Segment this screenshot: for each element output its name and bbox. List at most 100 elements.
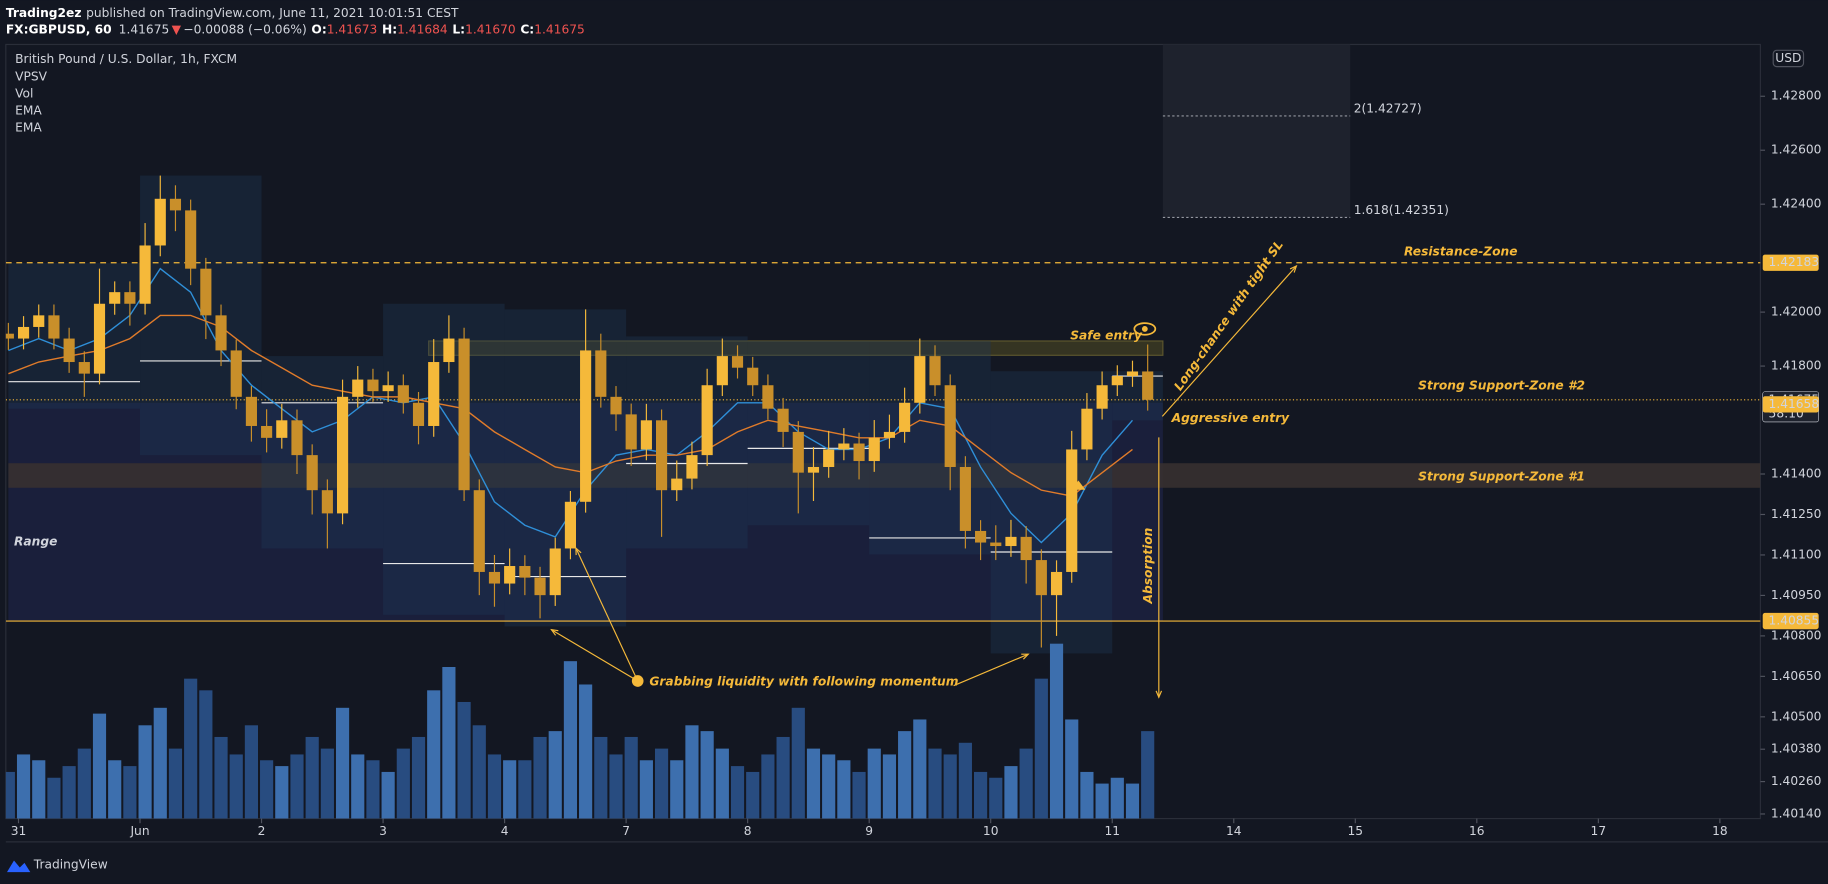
- volume-bar: [260, 760, 274, 819]
- candle-body: [321, 490, 333, 514]
- y-tick-label: 1.42400: [1771, 197, 1822, 211]
- change: −0.00088 (−0.06%): [183, 22, 306, 36]
- candle-body: [1050, 571, 1063, 596]
- price-label-box: [1762, 254, 1819, 271]
- candle-body: [306, 455, 318, 491]
- candle-body: [549, 548, 561, 596]
- zone: [8, 463, 1761, 488]
- y-tick-label: 1.40140: [1771, 806, 1822, 820]
- annotation: Resistance-Zone: [1404, 244, 1518, 258]
- candle-body: [564, 501, 576, 549]
- volume-bar: [5, 771, 15, 819]
- vpsv-session: [504, 309, 627, 627]
- volume-bar: [16, 754, 31, 819]
- volume-bar: [1049, 643, 1064, 819]
- volume-bar: [791, 707, 805, 819]
- candle-body: [352, 379, 364, 397]
- annotation: Grabbing liquidity with following moment…: [649, 675, 958, 689]
- volume-bar: [1125, 783, 1140, 819]
- eye-icon: [1133, 322, 1157, 336]
- ohlc-value: 1.41684: [397, 22, 448, 36]
- volume-bar: [989, 777, 1003, 819]
- ohlc-key: O:: [311, 22, 326, 36]
- volume-bar: [229, 754, 243, 819]
- candle-body: [458, 338, 470, 491]
- x-tick-label: 2: [258, 824, 266, 838]
- candle-body: [276, 420, 288, 438]
- arrow-head: [550, 628, 559, 636]
- volume-bar: [533, 736, 547, 819]
- volume-bar: [670, 760, 684, 819]
- volume-bar: [579, 684, 593, 819]
- arrow-head: [1155, 690, 1163, 699]
- volume-bar: [594, 736, 608, 819]
- volume-bar: [822, 754, 836, 819]
- zone-label: Strong Support-Zone #1: [1418, 469, 1585, 483]
- candle-body: [504, 566, 516, 584]
- candle-body: [838, 443, 850, 450]
- candle-body: [595, 350, 607, 397]
- volume-bar: [867, 748, 881, 819]
- candle-body: [93, 303, 106, 374]
- volume-bar: [351, 754, 365, 819]
- y-tick-label: 1.41250: [1771, 507, 1822, 521]
- arrow-head: [1021, 653, 1030, 660]
- overlay: 2(1.42727) 1.618(1.42351) Range Strong Supp…: [11, 49, 1822, 838]
- volume-bar: [1004, 766, 1018, 819]
- arrow-head: [575, 546, 582, 556]
- volume-bar: [32, 760, 46, 819]
- annotation: Aggressive entry: [1171, 411, 1290, 425]
- candle-body: [63, 338, 75, 363]
- candle-body: [139, 245, 151, 304]
- symbol: FX:GBPUSD, 60: [6, 22, 112, 36]
- y-tick-label: 1.40260: [1771, 774, 1822, 788]
- candle-body: [1035, 560, 1047, 596]
- annotation-arrow: [1161, 265, 1297, 417]
- volume-bar: [472, 725, 486, 819]
- volume-bar: [639, 760, 653, 819]
- volume-bar: [487, 754, 502, 819]
- x-tick-label: 15: [1348, 824, 1364, 838]
- volume-bar: [199, 690, 213, 819]
- candle-body: [1142, 371, 1154, 400]
- candle-body: [883, 431, 896, 438]
- volume-bar: [1065, 719, 1079, 819]
- ohlc-key: L:: [452, 22, 465, 36]
- candle-body: [367, 379, 379, 392]
- y-tick-label: 1.40500: [1771, 709, 1822, 723]
- candle-body: [823, 449, 835, 467]
- volume-bar: [958, 742, 972, 819]
- last-price: 1.41675: [119, 22, 170, 36]
- x-tick-label: 10: [983, 824, 999, 838]
- zone-label: Safe entry: [1070, 328, 1143, 342]
- candle-body: [261, 425, 273, 438]
- price-label-box: [1762, 612, 1819, 630]
- volume-bar: [290, 754, 304, 819]
- zone-label: Range: [14, 535, 57, 549]
- ohlc-value: 1.41670: [465, 22, 516, 36]
- candle-body: [807, 466, 820, 473]
- vpsv-session: [8, 263, 141, 409]
- candle-body: [78, 362, 90, 374]
- legend-study: VPSV: [15, 70, 48, 84]
- ohlc-key: H:: [382, 22, 397, 36]
- y-tick-label: 1.42000: [1771, 305, 1822, 319]
- volume-bar: [913, 719, 927, 819]
- candle-body: [428, 362, 440, 426]
- candle-body: [1066, 449, 1078, 572]
- annotation-arrow: [551, 629, 638, 682]
- candle-body: [109, 292, 121, 304]
- volume-bar: [715, 748, 729, 819]
- x-tick-label: 16: [1469, 824, 1485, 838]
- volume-bar: [700, 731, 714, 819]
- candle-body: [762, 385, 774, 409]
- volume-bar: [1095, 783, 1109, 819]
- candle-body: [792, 431, 804, 473]
- volume-bar: [92, 713, 107, 819]
- volume-bar: [518, 760, 532, 819]
- x-tick-label: Jun: [129, 824, 149, 838]
- candle-body: [929, 356, 941, 386]
- legend-study: EMA: [15, 120, 42, 134]
- volume-bar: [882, 754, 897, 819]
- volume-bar: [275, 766, 289, 819]
